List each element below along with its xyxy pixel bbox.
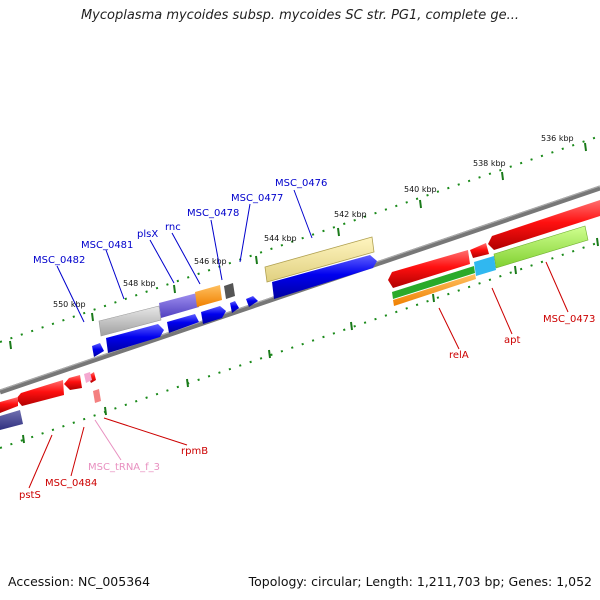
gene-arrow[interactable] <box>470 243 489 258</box>
gene-label-msc-0478[interactable]: MSC_0478 <box>187 208 239 219</box>
gene-box[interactable] <box>93 389 101 403</box>
scale-label: 546 kbp <box>194 257 227 266</box>
gene-arrow[interactable] <box>16 380 64 406</box>
gene-box[interactable] <box>0 410 23 430</box>
scale-label: 544 kbp <box>264 234 297 243</box>
gene-label-rela[interactable]: relA <box>449 350 469 361</box>
gene-arrow[interactable] <box>246 296 258 307</box>
gene-label-rpmb[interactable]: rpmB <box>181 446 208 457</box>
gene-label-apt[interactable]: apt <box>504 335 520 346</box>
scale-label: 548 kbp <box>123 279 156 288</box>
gene-box[interactable] <box>392 266 475 299</box>
gene-arrow[interactable] <box>388 250 470 288</box>
gene-box[interactable] <box>264 236 375 283</box>
gene-box[interactable] <box>224 283 235 299</box>
reverse-gene-track <box>0 200 600 430</box>
forward-gene-track <box>92 236 377 357</box>
gene-label-msc-0481[interactable]: MSC_0481 <box>81 240 133 251</box>
scale-label: 538 kbp <box>473 159 506 168</box>
gene-label-rnc[interactable]: rnc <box>165 222 181 233</box>
gene-box[interactable] <box>159 293 199 318</box>
gene-label-msc-0484[interactable]: MSC_0484 <box>45 478 97 489</box>
gene-box[interactable] <box>195 285 222 307</box>
gene-arrow[interactable] <box>0 397 18 413</box>
gene-arrow[interactable] <box>488 200 600 250</box>
scale-label: 542 kbp <box>334 210 367 219</box>
genome-summary: Topology: circular; Length: 1,211,703 bp… <box>248 574 592 589</box>
gene-label-plsx[interactable]: plsX <box>137 229 158 240</box>
gene-arrow[interactable] <box>64 375 82 390</box>
gene-label-msc-0476[interactable]: MSC_0476 <box>275 178 327 189</box>
scale-label: 550 kbp <box>53 300 86 309</box>
gene-arrow[interactable] <box>201 306 226 324</box>
gene-label-msc-0477[interactable]: MSC_0477 <box>231 193 283 204</box>
leader-lines <box>28 189 569 489</box>
gene-arrow[interactable] <box>92 343 104 357</box>
gene-box[interactable] <box>393 274 476 306</box>
gene-label-psts[interactable]: pstS <box>19 490 41 501</box>
inner-major-ticks <box>22 237 599 444</box>
gene-arrow[interactable] <box>272 255 377 299</box>
gene-arrow[interactable] <box>230 301 239 313</box>
gene-label-msc-0473[interactable]: MSC_0473 <box>543 314 595 325</box>
gene-label-msc-0482[interactable]: MSC_0482 <box>33 255 85 266</box>
gene-arrow[interactable] <box>106 324 164 353</box>
gene-box[interactable] <box>84 372 92 383</box>
gene-box[interactable] <box>474 256 496 276</box>
inner-dotted-ring <box>0 241 600 449</box>
gene-box[interactable] <box>493 225 589 269</box>
outer-major-ticks <box>9 142 587 350</box>
scale-label: 536 kbp <box>541 134 574 143</box>
gene-label-msc-trna-f-3[interactable]: MSC_tRNA_f_3 <box>88 462 160 473</box>
gene-box[interactable] <box>98 305 162 337</box>
map-title: Mycoplasma mycoides subsp. mycoides SC s… <box>80 8 520 23</box>
scale-label: 540 kbp <box>404 185 437 194</box>
accession-label: Accession: NC_005364 <box>8 574 151 589</box>
gene-arrow[interactable] <box>167 314 199 333</box>
outer-dotted-ring <box>0 135 600 343</box>
